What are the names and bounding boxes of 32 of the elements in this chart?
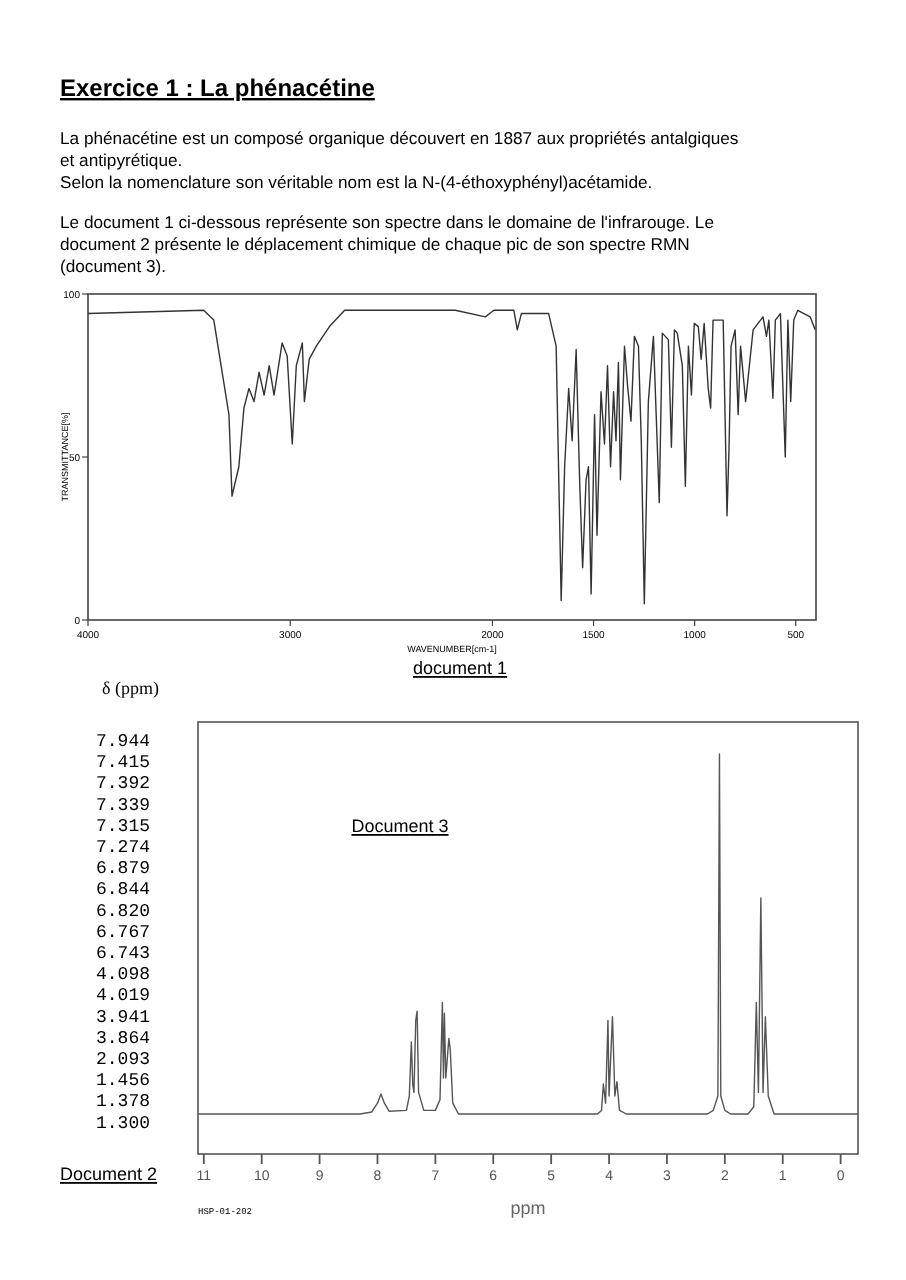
text: 4.098	[96, 965, 151, 986]
text: document 2 présente le déplacement chimique de chaque pic de son spectre RMN	[60, 234, 690, 254]
text: 6.820	[96, 901, 151, 922]
text: 1.456	[96, 1071, 151, 1092]
text: 4.019	[96, 986, 151, 1007]
text: 7.392	[96, 774, 151, 795]
text: La phénacétine est un composé organique découvert en 1887 aux propriétés antalgiques	[60, 128, 739, 148]
chart-title: Exercice 1 : La phénacétine	[60, 74, 376, 102]
text: δ (ppm)	[102, 678, 159, 698]
text: 3.864	[96, 1028, 151, 1049]
text: 7.274	[96, 838, 151, 858]
text: 3.941	[96, 1007, 151, 1028]
text: 7.339	[96, 795, 151, 816]
text: 6.767	[96, 922, 151, 943]
text: Selon la nomenclature son véritable nom est la N-(4-éthoxyphényl)acétamide.	[60, 172, 653, 192]
text: 1.300	[96, 1113, 151, 1134]
line-series	[87, 309, 816, 605]
x-axis-title: ppm	[510, 1198, 546, 1218]
text: 2.093	[96, 1050, 151, 1070]
text: 1.378	[96, 1092, 151, 1113]
text: 7.415	[96, 753, 151, 774]
text: et antipyrétique.	[60, 150, 183, 170]
text: document 1	[412, 658, 508, 678]
text: (document 3).	[60, 256, 167, 276]
text: Document 2	[60, 1164, 158, 1184]
text: 7.315	[96, 816, 151, 837]
text: 6.743	[96, 944, 151, 964]
text: Le document 1 ci-dessous représente son spectre dans le domaine de l'infrarouge. Le	[60, 212, 715, 232]
text: 6.844	[96, 880, 151, 901]
text: 6.879	[96, 859, 151, 880]
annotation: Document 3	[351, 816, 449, 836]
text: 7.944	[96, 732, 151, 752]
